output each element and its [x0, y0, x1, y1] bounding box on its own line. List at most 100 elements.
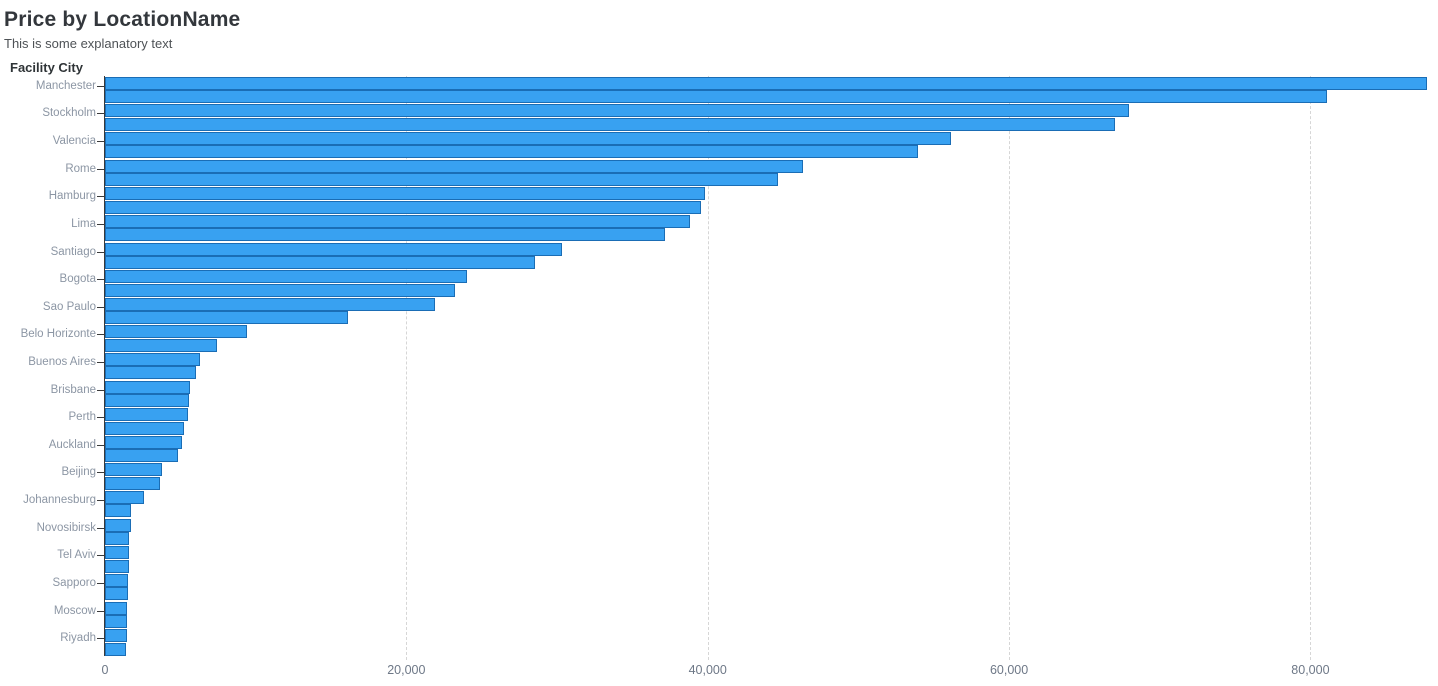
bar[interactable]: [105, 449, 178, 463]
bar[interactable]: [105, 380, 190, 394]
y-tick-mark: [97, 279, 104, 281]
y-tick-mark: [97, 334, 104, 336]
y-tick-mark: [97, 361, 104, 363]
chart-subtitle: This is some explanatory text: [4, 36, 173, 51]
bar[interactable]: [105, 491, 144, 505]
y-tick-label: Lima: [71, 217, 96, 230]
y-tick-mark: [97, 196, 104, 198]
bar[interactable]: [105, 255, 535, 269]
bar[interactable]: [105, 587, 128, 601]
y-tick-mark: [97, 141, 104, 143]
x-tick-label: 60,000: [989, 663, 1029, 677]
y-tick-mark: [97, 638, 104, 640]
x-tick-label: 40,000: [688, 663, 727, 677]
y-tick-label: Stockholm: [42, 107, 96, 120]
y-tick-label: Manchester: [35, 79, 96, 92]
bar[interactable]: [105, 421, 184, 435]
bar[interactable]: [105, 283, 455, 297]
y-tick-label: Rome: [65, 162, 96, 175]
bar[interactable]: [105, 408, 188, 422]
bar[interactable]: [105, 311, 348, 325]
gridline: [1009, 76, 1011, 660]
y-tick-mark: [97, 306, 104, 308]
bar[interactable]: [105, 573, 128, 587]
y-axis-line: [104, 76, 105, 656]
y-tick-label: Novosibirsk: [36, 521, 96, 534]
bar[interactable]: [105, 214, 690, 228]
y-tick-mark: [97, 113, 104, 115]
y-tick-label: Beijing: [61, 466, 96, 479]
y-tick-mark: [97, 527, 104, 529]
bar[interactable]: [105, 325, 247, 339]
plot-area: [105, 76, 1437, 660]
bar[interactable]: [105, 173, 778, 187]
x-axis-labels: 0 20,000 40,000 60,000 80,000: [101, 663, 1438, 683]
bar[interactable]: [105, 532, 129, 546]
bar[interactable]: [105, 463, 162, 477]
bar[interactable]: [105, 601, 127, 615]
y-tick-label: Bogota: [59, 273, 96, 286]
y-tick-mark: [97, 417, 104, 419]
y-tick-mark: [97, 582, 104, 584]
gridline: [406, 76, 408, 660]
y-tick-label: Riyadh: [60, 632, 96, 645]
bar[interactable]: [105, 546, 129, 560]
y-tick-label: Auckland: [48, 438, 96, 451]
bar[interactable]: [105, 504, 131, 518]
bar[interactable]: [105, 435, 182, 449]
y-tick-label: Johannesburg: [23, 494, 96, 507]
y-tick-mark: [97, 251, 104, 253]
x-tick-label: 80,000: [1291, 663, 1330, 677]
x-tick-label: 0: [101, 663, 109, 677]
bar[interactable]: [105, 394, 189, 407]
gridline: [1310, 76, 1312, 660]
y-tick-label: Santiago: [50, 245, 96, 258]
bar[interactable]: [105, 228, 665, 242]
y-tick-label: Brisbane: [50, 383, 96, 396]
y-tick-mark: [97, 85, 104, 87]
y-tick-mark: [97, 223, 104, 225]
bar[interactable]: [105, 559, 129, 573]
x-tick-label: 20,000: [387, 663, 426, 677]
y-tick-mark: [97, 168, 104, 170]
y-tick-label: Belo Horizonte: [20, 328, 96, 341]
y-tick-label: Valencia: [52, 135, 96, 148]
y-tick-mark: [97, 610, 104, 612]
bar[interactable]: [105, 270, 467, 284]
bar[interactable]: [105, 366, 196, 380]
bar[interactable]: [105, 132, 951, 146]
y-tick-label: Sao Paulo: [42, 300, 96, 313]
bar[interactable]: [105, 200, 701, 214]
bar[interactable]: [105, 145, 918, 159]
y-axis-title: Facility City: [10, 60, 83, 75]
bar[interactable]: [105, 297, 435, 311]
bar[interactable]: [105, 104, 1129, 118]
bar[interactable]: [105, 352, 200, 366]
bar[interactable]: [105, 629, 127, 643]
y-tick-mark: [97, 555, 104, 557]
y-tick-label: Perth: [68, 411, 97, 424]
gridline: [707, 76, 709, 660]
bar[interactable]: [105, 642, 126, 656]
chart-title: Price by LocationName: [4, 8, 241, 31]
bar[interactable]: [105, 338, 217, 352]
y-tick-label: Buenos Aires: [28, 355, 96, 368]
bar[interactable]: [105, 614, 127, 628]
bar[interactable]: [105, 187, 705, 201]
bar[interactable]: [105, 76, 1427, 90]
bar[interactable]: [105, 242, 562, 256]
y-tick-label: Sapporo: [52, 576, 96, 589]
bar[interactable]: [105, 90, 1327, 104]
y-tick-label: Moscow: [53, 604, 96, 617]
y-axis-labels: Manchester Stockholm Valencia Rome Hamburg Li…: [0, 76, 96, 656]
y-tick-mark: [97, 389, 104, 391]
bar[interactable]: [105, 518, 131, 532]
y-tick-label: Hamburg: [48, 190, 96, 203]
bar[interactable]: [105, 159, 803, 173]
y-tick-label: Tel Aviv: [57, 549, 96, 562]
y-tick-mark: [97, 500, 104, 502]
bar[interactable]: [105, 476, 160, 490]
y-tick-mark: [97, 444, 104, 446]
bar[interactable]: [105, 117, 1115, 131]
